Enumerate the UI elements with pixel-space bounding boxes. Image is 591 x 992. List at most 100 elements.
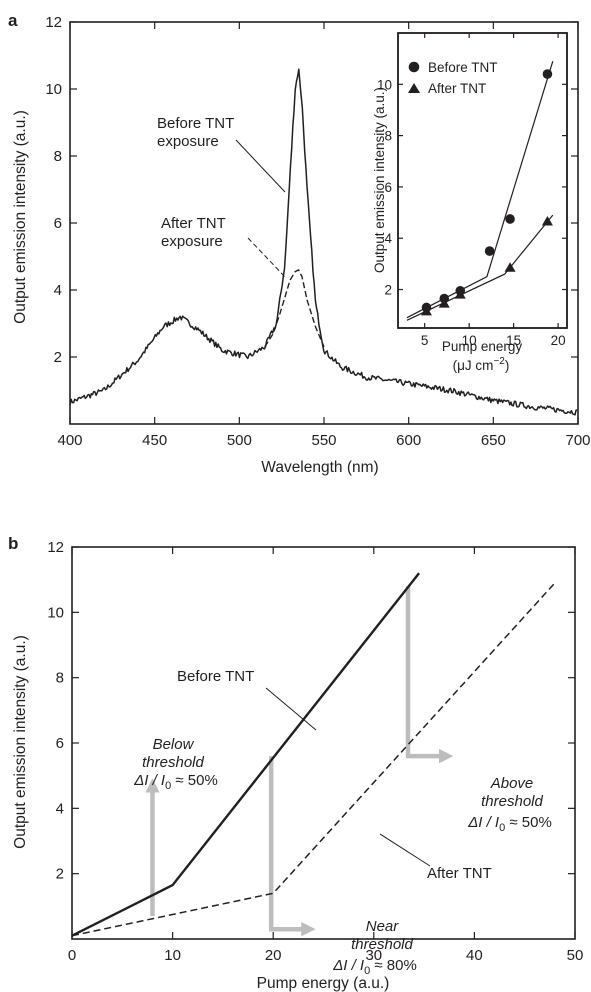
panel-b-ylabel: Output emission intensity (a.u.) <box>12 635 29 849</box>
legend-before-label: Before TNT <box>428 60 498 75</box>
panel-a-ytick-label: 10 <box>45 81 62 98</box>
panel-a-xtick-label: 650 <box>481 432 506 449</box>
panel-b-series <box>71 572 556 937</box>
panel-a-ytick-label: 2 <box>54 349 62 366</box>
inset-point-before <box>542 69 553 79</box>
panel-b-xtick-label: 30 <box>365 947 382 964</box>
below-pct: ≈ 50% <box>171 772 218 789</box>
panel-a-xlabel: Wavelength (nm) <box>261 459 378 476</box>
annotation-above-line1: Above <box>490 775 534 792</box>
annotation-before-exposure-line1: Before TNT <box>157 115 234 132</box>
inset-ytick-label: 10 <box>377 77 392 92</box>
near-sub: 0 <box>364 965 370 977</box>
near-pct: ≈ 80% <box>370 957 417 974</box>
annotation-near-line2: threshold <box>351 936 413 953</box>
inset-point-after <box>438 298 450 308</box>
legend-after-marker <box>408 83 420 93</box>
label-before-tnt: Before TNT <box>177 668 254 685</box>
leader-before-exposure <box>235 139 286 193</box>
spectrum-series-after <box>264 269 325 348</box>
inset-xtick-label: 20 <box>551 333 566 348</box>
panel-a-ytick-label: 4 <box>54 282 62 299</box>
panel-b-ytick-label: 4 <box>56 800 64 817</box>
inset-point-before <box>484 246 495 256</box>
panel-b-xtick-label: 40 <box>466 947 483 964</box>
panel-a-xtick-label: 500 <box>227 432 252 449</box>
annotation-before-exposure-line2: exposure <box>157 133 219 150</box>
annotation-below-line1: Below <box>153 736 195 753</box>
inset-point-before <box>505 214 515 224</box>
inset-ylabel: Output emission intensity (a.u.) <box>372 87 387 273</box>
inset-ytick-label: 4 <box>384 231 392 246</box>
annotation-after-exposure-line1: After TNT <box>161 215 226 232</box>
panel-b-xtick-label: 0 <box>68 947 76 964</box>
legend-after-label: After TNT <box>428 81 486 96</box>
inset-xlabel: Pump energy <box>442 339 523 354</box>
inset-fit-line-1 <box>406 214 554 321</box>
panel-a-ylabel: Output emission intensity (a.u.) <box>12 110 29 324</box>
above-sub: 0 <box>499 822 505 834</box>
panel-b-ytick-label: 6 <box>56 735 64 752</box>
inset-xtick-label: 15 <box>506 333 521 348</box>
inset-point-after <box>541 216 553 226</box>
leader-after-exposure <box>247 237 287 279</box>
inset-point-after <box>420 305 432 316</box>
inset-xlabel-unit: (μJ cm−2) <box>453 356 510 373</box>
label-after-tnt: After TNT <box>427 865 492 882</box>
below-sub: 0 <box>165 780 171 792</box>
panel-a-ytick-label: 6 <box>54 215 62 232</box>
spectrum-series-before <box>69 68 578 416</box>
inset-frame <box>397 32 568 329</box>
threshold-arrow-1 <box>268 756 316 937</box>
panel-b-ytick-label: 10 <box>47 604 64 621</box>
leader-before-tnt <box>265 687 317 731</box>
inset-unit-close: ) <box>505 358 510 373</box>
panel-b-xlabel: Pump energy (a.u.) <box>257 975 390 992</box>
inset-ytick-label: 8 <box>384 129 392 144</box>
inset-fit-line-0 <box>406 61 554 319</box>
inset-axes: 5 10 15 20 2 4 6 8 10 <box>377 32 568 348</box>
panel-b-xtick-label: 10 <box>164 947 181 964</box>
panel-b-ytick-label: 2 <box>56 866 64 883</box>
inset-unit-sup: −2 <box>493 356 505 367</box>
series-before-tnt <box>71 572 421 937</box>
panel-b-axes: 0 10 20 30 40 50 2 4 6 8 10 12 <box>47 539 583 964</box>
panel-b-ytick-label: 12 <box>47 539 64 556</box>
annotation-above-ratio: ΔI / I0 ≈ 50% <box>467 814 552 834</box>
above-delta: ΔI / I <box>467 814 499 831</box>
panel-b-ytick-label: 8 <box>56 670 64 687</box>
panel-a-series <box>69 68 578 416</box>
panel-a-ytick-label: 12 <box>45 14 62 31</box>
annotation-below-ratio: ΔI / I0 ≈ 50% <box>133 772 218 792</box>
series-after-tnt <box>71 582 556 937</box>
near-delta: ΔI / I <box>332 957 364 974</box>
panel-a-axes: 400 450 500 550 600 650 700 2 4 6 8 10 12 <box>45 14 590 449</box>
annotation-above-line2: threshold <box>481 793 543 810</box>
panel-a-ytick-label: 8 <box>54 148 62 165</box>
inset-unit-main: (μJ cm <box>453 358 494 373</box>
inset-point-after <box>504 262 516 272</box>
inset-frame <box>397 32 568 329</box>
panel-b-xtick-label: 50 <box>567 947 584 964</box>
annotation-below-line2: threshold <box>142 754 204 771</box>
inset-point-after <box>454 289 466 299</box>
threshold-arrow-2 <box>405 586 454 764</box>
annotation-near-line1: Near <box>366 918 400 935</box>
below-delta: ΔI / I <box>133 772 165 789</box>
annotation-near-ratio: ΔI / I0 ≈ 80% <box>332 957 417 977</box>
inset-ytick-label: 6 <box>384 180 392 195</box>
annotation-after-exposure-line2: exposure <box>161 233 223 250</box>
panel-a-xtick-label: 450 <box>142 432 167 449</box>
inset-ytick-label: 2 <box>384 283 392 298</box>
panel-b-label: b <box>8 534 18 553</box>
inset-xtick-label: 5 <box>421 333 429 348</box>
inset-xtick-label: 10 <box>462 333 477 348</box>
panel-a-xtick-label: 550 <box>311 432 336 449</box>
panel-b-frame <box>71 546 576 940</box>
legend-before-marker <box>408 61 420 73</box>
above-pct: ≈ 50% <box>505 814 552 831</box>
inset-series <box>406 61 554 321</box>
panel-a-label: a <box>8 11 18 30</box>
leader-after-tnt <box>379 833 431 867</box>
